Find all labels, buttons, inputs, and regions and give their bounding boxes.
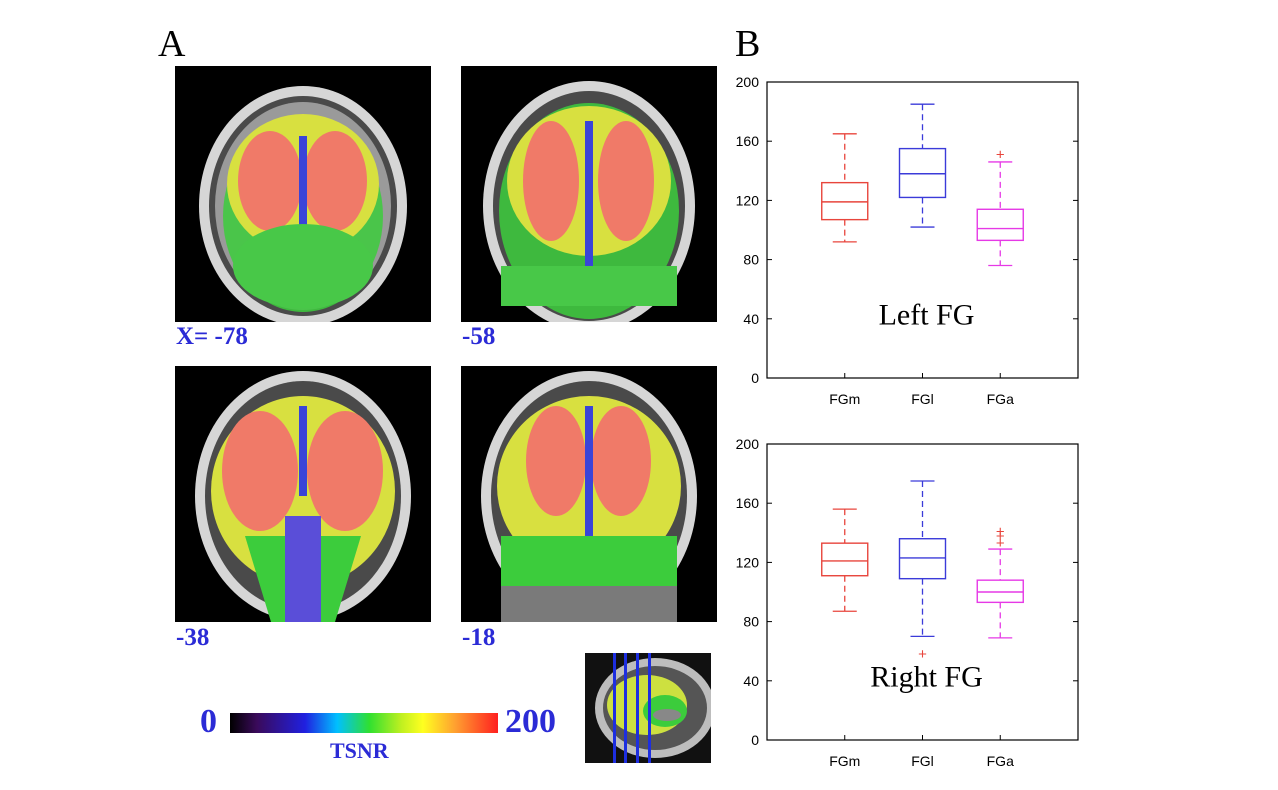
x-tick-label: FGa — [987, 753, 1014, 769]
y-tick-label: 120 — [736, 554, 760, 570]
y-tick-label: 120 — [736, 192, 760, 208]
y-tick-label: 160 — [736, 133, 760, 149]
y-tick-label: 40 — [743, 311, 759, 327]
y-tick-label: 160 — [736, 495, 760, 511]
x-tick-label: FGa — [987, 391, 1014, 407]
box — [976, 579, 1024, 604]
brain-slice-4 — [461, 366, 717, 622]
colorbar-max-label: 200 — [505, 703, 556, 740]
y-tick-label: 200 — [736, 74, 760, 90]
brain-slice-2 — [461, 66, 717, 322]
brain-slice-1 — [175, 66, 431, 322]
slice-label-4: -18 — [462, 624, 496, 651]
brain-slice-3 — [175, 366, 431, 622]
y-tick-label: 80 — [743, 252, 759, 268]
x-tick-label: FGm — [829, 753, 860, 769]
plot-title: Left FG — [879, 299, 975, 332]
box — [898, 538, 947, 580]
x-tick-label: FGl — [911, 753, 934, 769]
plot-title: Right FG — [870, 661, 983, 694]
panel-b-letter: B — [735, 23, 761, 65]
slice-label-3: -38 — [176, 624, 210, 651]
x-tick-label: FGl — [911, 391, 934, 407]
outlier-marker: + — [996, 528, 1005, 545]
colorbar — [230, 713, 498, 733]
x-tick-label: FGm — [829, 391, 860, 407]
outlier-marker: + — [996, 535, 1005, 552]
outlier-marker: + — [996, 147, 1005, 164]
outlier-marker: + — [996, 523, 1005, 540]
y-tick-label: 40 — [743, 673, 759, 689]
outlier-marker: + — [918, 646, 927, 663]
colorbar-min-label: 0 — [200, 703, 217, 740]
slice-label-1: X= -78 — [176, 323, 248, 350]
boxplot-left-fg: 0 40 80 120 160 200 FGm FGl FGa + Left FG — [736, 74, 1079, 407]
y-tick-label: 80 — [743, 614, 759, 630]
box — [976, 208, 1024, 242]
sagittal-inset — [585, 653, 711, 763]
y-tick-label: 200 — [736, 436, 760, 452]
colorbar-title: TSNR — [330, 738, 389, 763]
box — [898, 147, 947, 199]
y-tick-label: 0 — [751, 370, 759, 386]
y-tick-label: 0 — [751, 732, 759, 748]
box — [821, 181, 869, 221]
panel-a-letter: A — [158, 23, 186, 65]
slice-label-2: -58 — [462, 323, 496, 350]
box — [821, 542, 869, 577]
